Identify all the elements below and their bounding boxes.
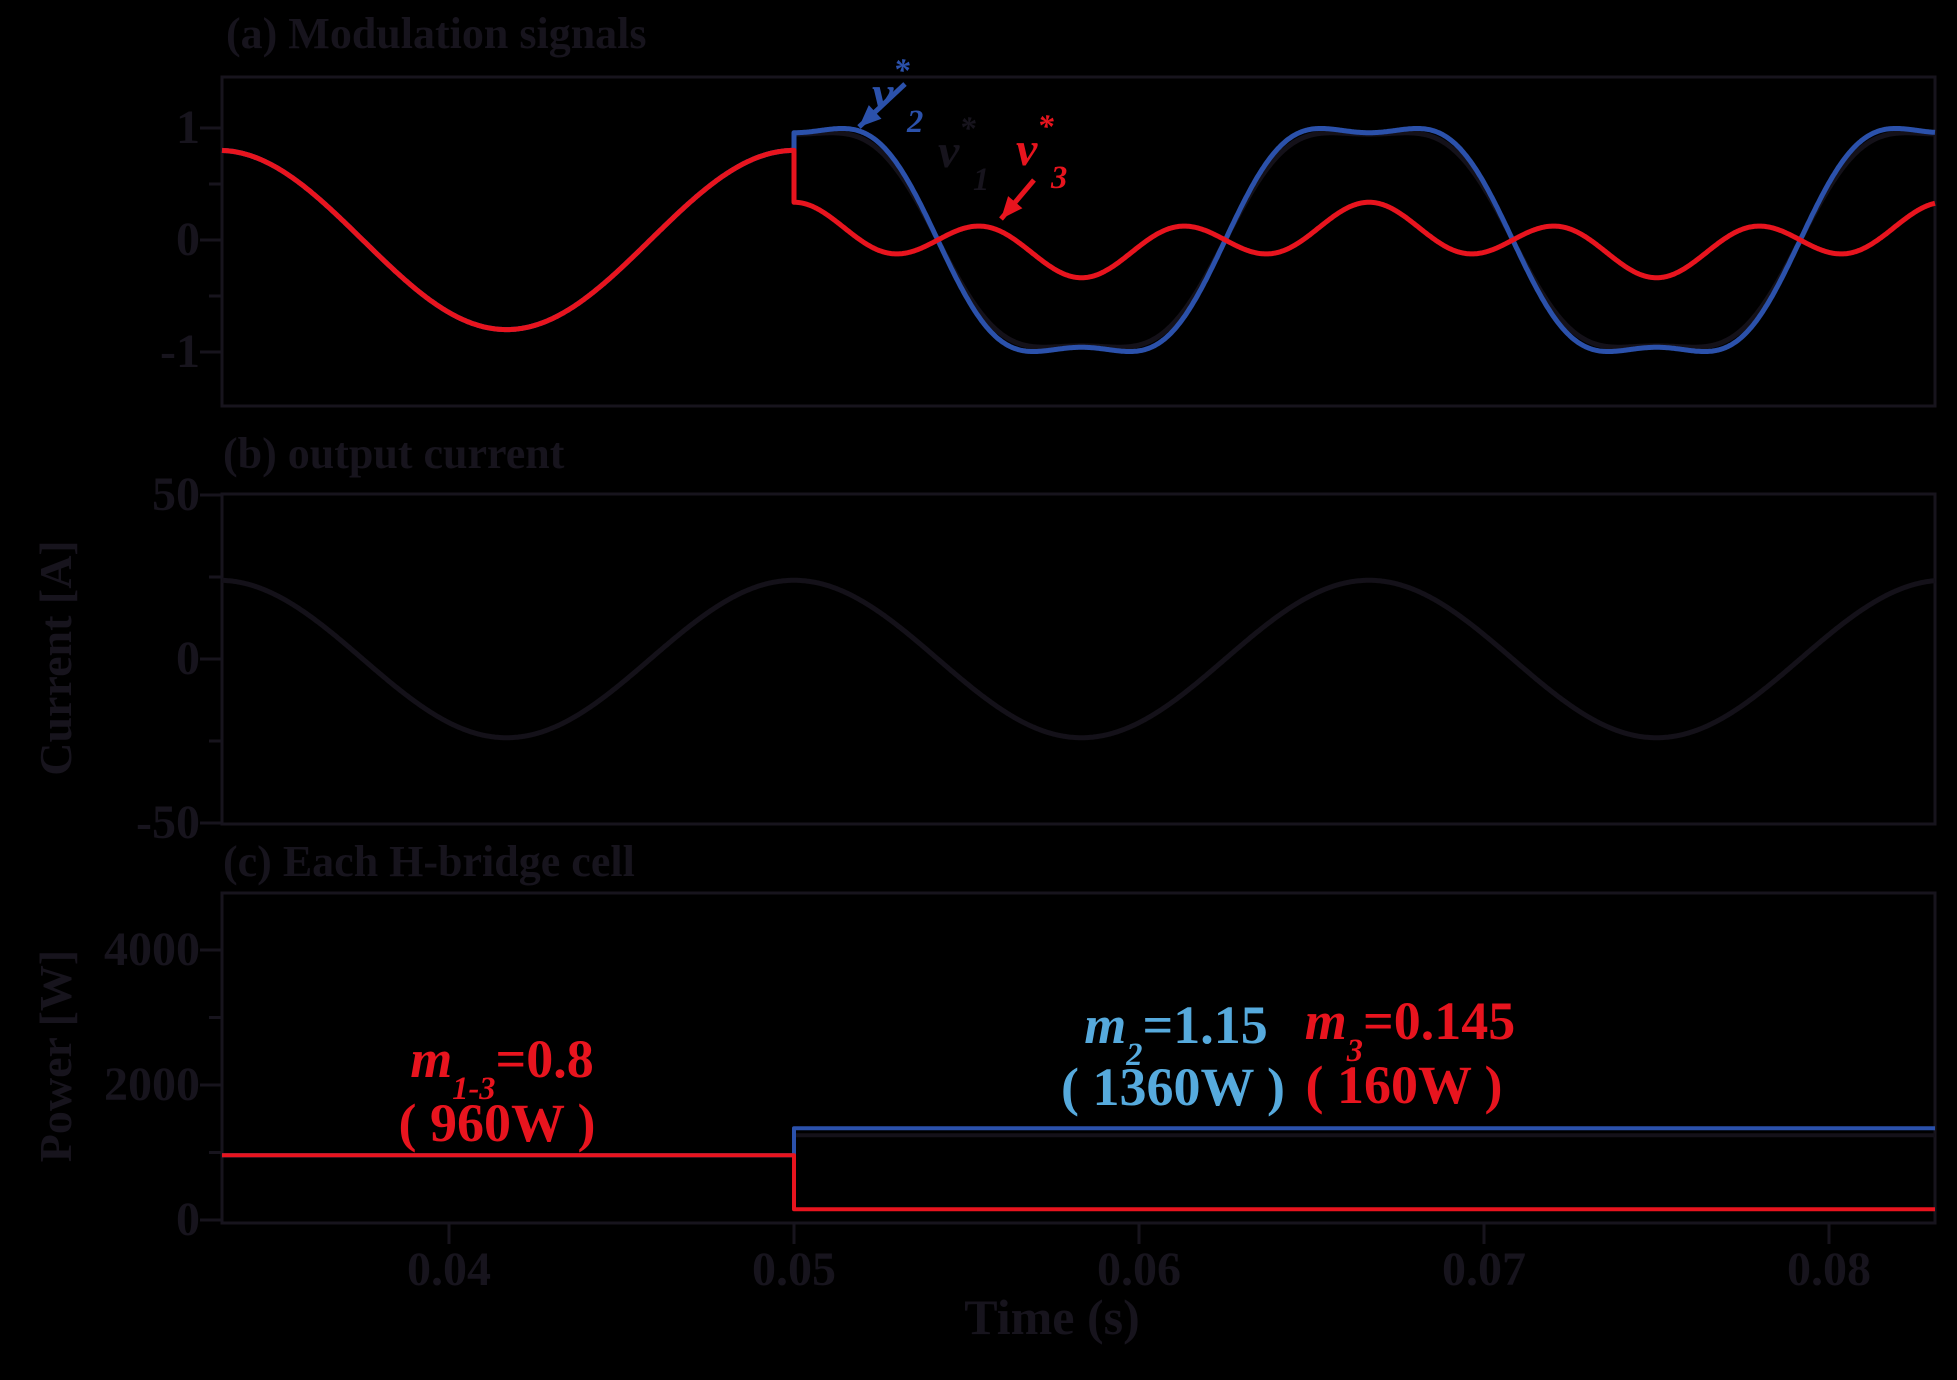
panel-a-title: (a) Modulation signals xyxy=(226,9,647,58)
annotation-m13-power: ( 960W ) xyxy=(398,1093,596,1153)
annotation-m3: m3=0.145 xyxy=(1304,991,1516,1068)
y-tick-label: -50 xyxy=(136,796,200,849)
y-tick-label: -1 xyxy=(160,325,200,378)
curve-v3 xyxy=(220,147,1937,333)
m13-var: m xyxy=(410,1029,453,1089)
v2-sub: 2 xyxy=(907,103,924,140)
panel-b-title: (b) output current xyxy=(223,429,565,478)
curve-output-current xyxy=(220,577,1937,741)
panel-c-title: (c) Each H-bridge cell xyxy=(223,837,635,886)
annotation-m2-power: ( 1360W ) xyxy=(1061,1057,1285,1117)
current-axis-label: Current [A] xyxy=(30,540,81,776)
y-tick-label: 4000 xyxy=(104,923,200,976)
m3-sub: 3 xyxy=(1346,1033,1363,1070)
label-v1-reference: v* 1 xyxy=(938,113,989,196)
x-tick-label: 0.04 xyxy=(407,1243,491,1296)
x-tick-label: 0.08 xyxy=(1787,1243,1871,1296)
y-tick-label: 50 xyxy=(152,468,200,521)
m3-value: =0.145 xyxy=(1362,991,1516,1051)
v1-sub: 1 xyxy=(973,161,990,198)
v2-star: * xyxy=(893,53,910,90)
y-tick-label: 0 xyxy=(176,213,200,266)
panel-b-frame xyxy=(220,492,1937,826)
label-v3-reference: v* 3 xyxy=(1016,111,1067,194)
x-tick-label: 0.06 xyxy=(1097,1243,1181,1296)
v2-base: v xyxy=(872,67,894,120)
v3-sub: 3 xyxy=(1051,159,1068,196)
x-tick-label: 0.05 xyxy=(752,1243,836,1296)
arrow-v2-head xyxy=(859,105,882,127)
y-tick-label: 1 xyxy=(176,101,200,154)
time-axis-label: Time (s) xyxy=(964,1289,1140,1345)
y-tick-label: 0 xyxy=(176,1193,200,1246)
v3-star: * xyxy=(1037,109,1054,146)
arrow-v3-head xyxy=(1001,196,1023,219)
power-axis-label: Power [W] xyxy=(30,949,81,1163)
y-tick-label: 0 xyxy=(176,632,200,685)
m13-value: =0.8 xyxy=(495,1029,594,1089)
m13-sub: 1-3 xyxy=(452,1071,496,1108)
annotation-m2: m2=1.15 xyxy=(1084,995,1268,1072)
annotation-m3-power: ( 160W ) xyxy=(1305,1055,1503,1115)
m2-sub: 2 xyxy=(1126,1037,1143,1074)
panel-a-frame xyxy=(220,75,1937,408)
label-v2-reference: v* 2 xyxy=(872,55,923,138)
annotation-m13: m1-3=0.8 xyxy=(410,1029,594,1106)
curve-v1 xyxy=(220,130,1937,350)
v3-base: v xyxy=(1016,123,1038,176)
x-tick-label: 0.07 xyxy=(1442,1243,1526,1296)
m3-var: m xyxy=(1304,991,1347,1051)
curve-v2 xyxy=(220,126,1937,354)
v1-base: v xyxy=(938,125,960,178)
m2-value: =1.15 xyxy=(1142,995,1268,1055)
panel-c-frame xyxy=(220,891,1937,1225)
y-tick-label: 2000 xyxy=(104,1058,200,1111)
m2-var: m xyxy=(1084,995,1127,1055)
power-line-cell-3 xyxy=(222,1153,1935,1212)
v1-star: * xyxy=(959,111,976,148)
